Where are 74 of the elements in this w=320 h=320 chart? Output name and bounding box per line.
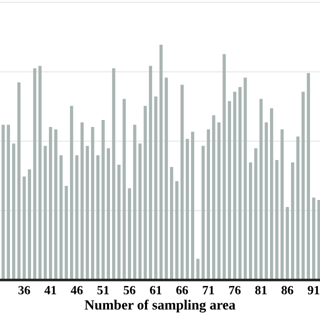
bar xyxy=(64,186,68,280)
bar xyxy=(17,82,21,280)
x-tick-label: 86 xyxy=(282,286,294,294)
bar xyxy=(144,106,147,280)
bar xyxy=(54,129,58,280)
bar xyxy=(212,115,216,280)
bar xyxy=(312,198,316,280)
bar xyxy=(12,144,16,280)
bar xyxy=(59,155,63,280)
bar xyxy=(2,124,5,280)
bar xyxy=(159,44,163,280)
x-tick-label: 66 xyxy=(176,286,188,294)
bar xyxy=(80,122,84,280)
x-tick-label: 56 xyxy=(124,286,136,294)
x-tick-label: 41 xyxy=(44,286,56,294)
bar xyxy=(270,108,274,280)
bar xyxy=(291,162,294,280)
bar xyxy=(44,146,47,280)
bar xyxy=(148,66,152,280)
x-tick-label: 91 xyxy=(308,286,320,294)
bar xyxy=(33,68,36,280)
bar xyxy=(106,148,110,280)
bar xyxy=(22,176,26,280)
bar xyxy=(86,146,89,280)
bar xyxy=(28,169,32,280)
bar xyxy=(122,98,126,280)
bar xyxy=(133,124,136,280)
bar xyxy=(38,66,42,280)
x-tick-label: 61 xyxy=(150,286,162,294)
bar xyxy=(6,124,10,280)
x-axis-title: Number of sampling area xyxy=(84,300,236,313)
bar xyxy=(117,164,121,280)
x-tick-label: 46 xyxy=(70,286,83,294)
bar xyxy=(191,132,194,280)
bar xyxy=(233,92,236,280)
bar xyxy=(286,207,289,280)
bar xyxy=(102,120,105,280)
bar xyxy=(196,258,200,280)
bar xyxy=(238,87,242,280)
bar xyxy=(154,96,158,280)
bar xyxy=(275,160,278,280)
bar xyxy=(302,92,305,280)
bar xyxy=(264,122,268,280)
x-tick-label: 51 xyxy=(97,286,109,294)
bar xyxy=(75,155,78,280)
bar xyxy=(222,54,226,280)
bar xyxy=(248,162,252,280)
x-tick-label: 76 xyxy=(229,286,241,294)
x-tick-label: 36 xyxy=(18,286,30,294)
bar xyxy=(48,127,52,280)
bar xyxy=(96,155,100,280)
x-tick-label: 71 xyxy=(202,286,214,294)
bar xyxy=(70,106,74,280)
bar xyxy=(259,98,263,280)
bar xyxy=(186,138,189,280)
bar xyxy=(280,129,284,280)
bar xyxy=(112,68,116,280)
bar xyxy=(217,122,221,280)
bar xyxy=(170,167,174,280)
bar xyxy=(180,84,184,280)
bar xyxy=(254,148,258,280)
bar xyxy=(175,181,178,280)
bar xyxy=(206,129,210,280)
bar xyxy=(244,78,247,280)
bar xyxy=(317,200,320,280)
bar xyxy=(91,127,94,280)
bar xyxy=(228,101,232,280)
bar xyxy=(202,146,205,280)
bar xyxy=(138,144,142,280)
bar xyxy=(306,72,310,280)
bar xyxy=(164,78,168,280)
x-tick-label: 81 xyxy=(255,286,267,294)
bar xyxy=(296,136,300,280)
bar xyxy=(128,188,132,280)
